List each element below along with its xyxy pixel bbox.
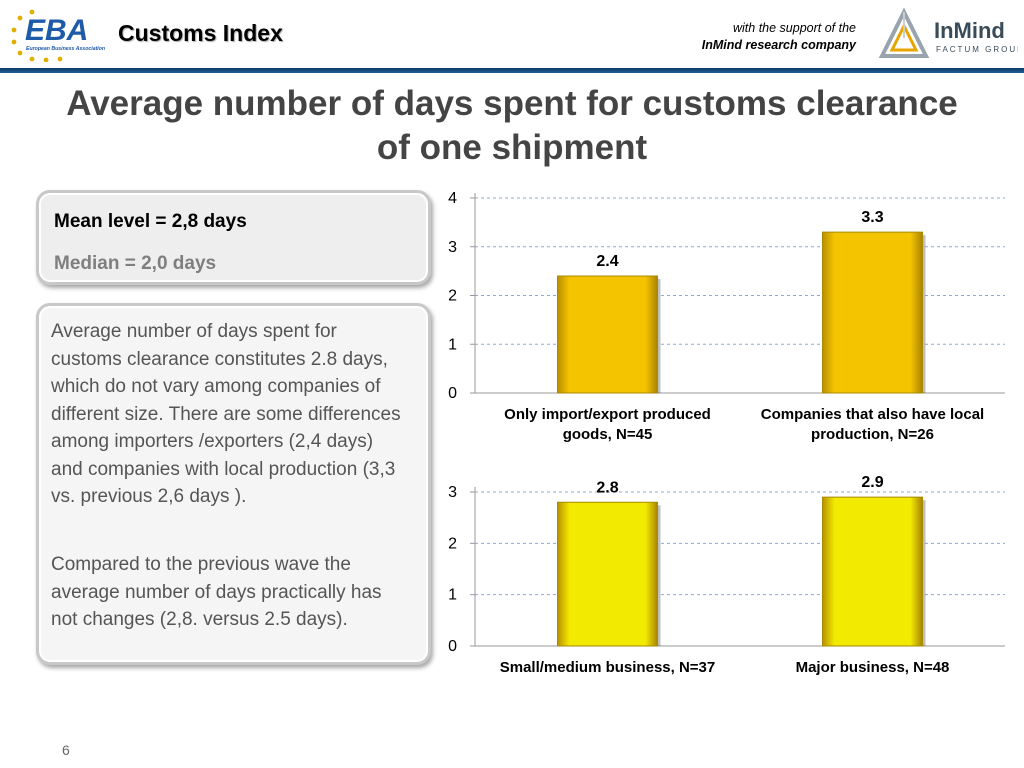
summary-box: Mean level = 2,8 days Median = 2,0 days <box>36 190 431 285</box>
slide-title: Average number of days spent for customs… <box>66 84 958 167</box>
bar <box>822 231 923 394</box>
y-tick-label: 0 <box>448 385 457 402</box>
category-label: Only import/export produced goods, N=45 <box>504 406 711 443</box>
brand-title: Customs Index <box>118 20 283 46</box>
chart-import-export: 0 1 2 3 4 2.4 Only import/export produced goods… <box>430 185 1010 445</box>
mean-level: Mean level = 2,8 days <box>54 211 247 232</box>
header-divider <box>0 68 1024 73</box>
bar <box>822 496 923 647</box>
category-label: Companies that also have local production… <box>761 406 984 443</box>
y-tick-label: 3 <box>448 239 457 256</box>
median-level: Median = 2,0 days <box>54 253 217 274</box>
y-tick-label: 3 <box>448 484 457 501</box>
category-label: Major business, N=48 <box>796 659 950 676</box>
inmind-logo-subtext: FACTUM GROUP <box>936 45 1018 54</box>
inmind-logo-text: InMind <box>934 18 1005 43</box>
bar-value-label: 3.3 <box>861 209 883 226</box>
bar-value-label: 2.9 <box>861 474 883 491</box>
eba-logo-subtext: European Business Association <box>26 46 105 52</box>
description-box: Average number of days spent for customs… <box>36 303 431 665</box>
bar-value-label: 2.8 <box>596 479 618 496</box>
support-line-2: InMind research company <box>701 38 856 52</box>
bar <box>557 501 658 647</box>
y-tick-label: 1 <box>448 336 457 353</box>
category-label: Small/medium business, N=37 <box>500 659 716 676</box>
bar-value-label: 2.4 <box>596 253 618 270</box>
eba-logo: EBA European Business Association <box>11 9 105 62</box>
eba-logo-text: EBA <box>25 14 88 47</box>
bar <box>557 275 658 394</box>
chart-business-size: 0 1 2 3 2.8 Small/medium business, N=37 2.9 Maj… <box>430 465 1010 685</box>
chart-svg: 0 1 2 3 2.8 Small/medium business, N=37 2.9 Maj… <box>448 474 1005 676</box>
y-tick-label: 2 <box>448 535 457 552</box>
description-paragraph-2: Compared to the previous wave the averag… <box>51 554 382 630</box>
y-tick-label: 1 <box>448 587 457 604</box>
chart-svg: 0 1 2 3 4 2.4 Only import/export produced goods… <box>448 190 1005 443</box>
y-tick-label: 4 <box>448 190 457 207</box>
inmind-logo: InMind FACTUM GROUP <box>878 8 1018 58</box>
y-tick-label: 2 <box>448 288 457 305</box>
y-tick-label: 0 <box>448 638 457 655</box>
page-number: 6 <box>62 742 70 758</box>
header: EBA European Business Association Custom… <box>0 0 1024 73</box>
description-paragraph-1: Average number of days spent for customs… <box>51 321 401 507</box>
support-line-1: with the support of the <box>733 21 856 35</box>
